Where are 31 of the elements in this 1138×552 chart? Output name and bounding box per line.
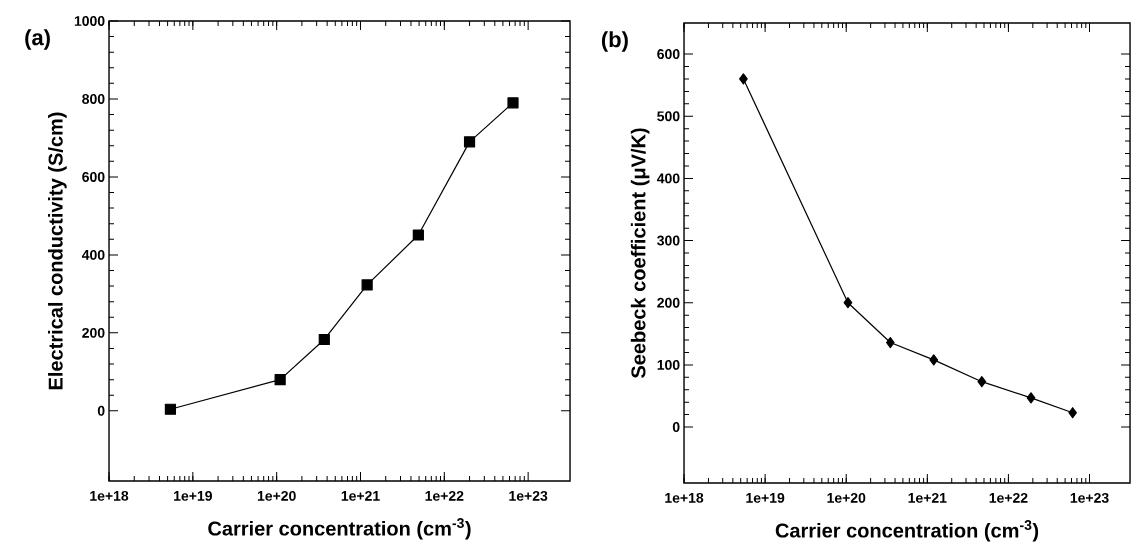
x-tick-label: 1e+22 bbox=[989, 492, 1028, 503]
y-tick-label: 800 bbox=[82, 93, 105, 104]
y-tick-label: 0 bbox=[672, 422, 680, 433]
y-tick-label: 300 bbox=[657, 235, 680, 246]
y-tick-label: 0 bbox=[97, 405, 105, 416]
x-tick-label: 1e+20 bbox=[257, 490, 296, 501]
y-axis-title: Electrical conductivity (S/cm) bbox=[48, 112, 67, 390]
y-tick-label: 500 bbox=[657, 111, 680, 122]
x-axis-title: Carrier concentration (cm$^{-3}$) bbox=[775, 520, 1039, 542]
text: (b) bbox=[601, 31, 628, 52]
y-tick-label: 400 bbox=[656, 173, 680, 184]
x-tick-label: 1e+19 bbox=[746, 492, 785, 503]
x-tick-label: 1e+18 bbox=[665, 492, 704, 503]
y-tick-label: 600 bbox=[657, 49, 680, 60]
y-tick-label: 200 bbox=[82, 327, 105, 338]
x-tick-label: 1e+22 bbox=[425, 490, 464, 501]
x-tick-label: 1e+23 bbox=[509, 490, 548, 501]
text: (a) bbox=[25, 29, 50, 50]
x-tick-label: 1e+18 bbox=[90, 490, 129, 501]
y-tick-label: 400 bbox=[81, 249, 105, 260]
x-tick-label: 1e+20 bbox=[827, 492, 866, 503]
y-tick-label: 100 bbox=[657, 359, 680, 370]
x-axis-title: Carrier concentration (cm$^{-3}$) bbox=[208, 518, 471, 540]
x-tick-label: 1e+19 bbox=[174, 490, 212, 501]
y-tick-label: 200 bbox=[657, 297, 680, 308]
x-tick-label: 1e+21 bbox=[908, 492, 947, 503]
y-axis-title: Seebeck coefficient (μV/K) bbox=[630, 128, 650, 379]
x-tick-label: 1e+21 bbox=[341, 490, 380, 501]
y-tick-label: 600 bbox=[82, 171, 105, 182]
y-tick-label: 1000 bbox=[74, 16, 105, 26]
x-tick-label: 1e+23 bbox=[1070, 492, 1109, 503]
